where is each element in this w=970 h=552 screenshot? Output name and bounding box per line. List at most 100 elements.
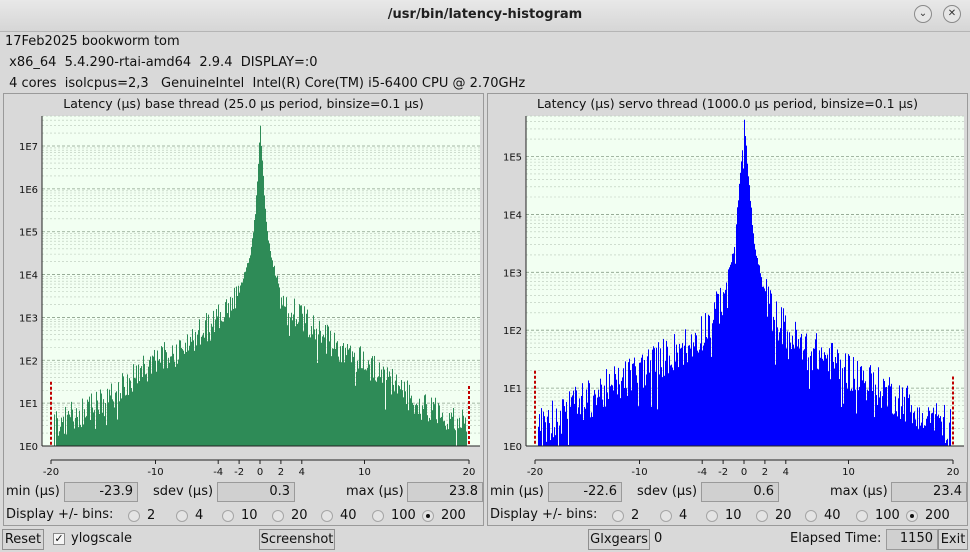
histogram-bar	[636, 375, 637, 446]
histogram-bar	[667, 346, 668, 446]
histogram-bar	[614, 366, 615, 446]
histogram-bar	[148, 366, 149, 446]
window-title: /usr/bin/latency-histogram	[387, 7, 583, 22]
radio-indicator	[706, 509, 718, 522]
histogram-bar	[70, 417, 71, 446]
histogram-bar	[432, 410, 433, 446]
histogram-bar	[121, 398, 122, 446]
histogram-bar	[682, 343, 683, 446]
histogram-bar	[406, 404, 407, 446]
histogram-bar	[449, 412, 450, 446]
histogram-bar	[757, 258, 758, 446]
histogram-bar	[575, 386, 576, 446]
histogram-bar	[124, 386, 125, 446]
histogram-bar	[566, 402, 567, 446]
histogram-bar	[896, 411, 897, 446]
bins-radio-10[interactable]: 10	[222, 508, 258, 523]
histogram-bar	[222, 321, 223, 446]
exit-button[interactable]: Exit	[938, 529, 968, 550]
histogram-bar	[686, 353, 687, 446]
histogram-bar	[685, 329, 686, 446]
histogram-bar	[421, 419, 422, 446]
histogram-bar	[287, 325, 288, 446]
bins-radio-4[interactable]: 4	[176, 508, 203, 523]
bins-radio-4[interactable]: 4	[660, 508, 687, 523]
glxgears-button[interactable]: Glxgears	[588, 529, 650, 550]
histogram-bar	[873, 372, 874, 446]
histogram-bar	[835, 357, 836, 446]
bins-radio-20[interactable]: 20	[756, 508, 792, 523]
bins-radio-2[interactable]: 2	[128, 508, 155, 523]
histogram-bar	[646, 374, 647, 446]
histogram-bar	[794, 348, 795, 446]
histogram-bar	[919, 407, 920, 446]
min-label: min (µs)	[490, 484, 544, 499]
histogram-bar	[343, 343, 344, 446]
reset-button[interactable]: Reset	[2, 529, 44, 550]
histogram-bar	[836, 363, 837, 446]
elapsed-time-label: Elapsed Time:	[790, 531, 882, 546]
histogram-bar	[949, 422, 950, 446]
radio-indicator	[906, 509, 918, 522]
bins-radio-2[interactable]: 2	[612, 508, 639, 523]
histogram-bar	[356, 371, 357, 446]
histogram-bar	[889, 377, 890, 446]
chevron-down-icon[interactable]: ⌄	[914, 5, 932, 23]
base-thread-panel: Latency (µs) base thread (25.0 µs period…	[3, 93, 484, 526]
histogram-bar	[201, 336, 202, 446]
histogram-bar	[147, 381, 148, 446]
y-tick-label: 1E1	[19, 399, 38, 410]
bins-radio-label: 10	[241, 508, 258, 523]
histogram-bar	[684, 345, 685, 446]
histogram-bar	[284, 306, 285, 446]
histogram-bar	[909, 394, 910, 446]
histogram-bar	[455, 430, 456, 446]
histogram-bar	[235, 308, 236, 446]
max-label: max (µs)	[346, 484, 404, 499]
bins-radio-200[interactable]: 200	[422, 508, 466, 523]
bins-radio-20[interactable]: 20	[272, 508, 308, 523]
ylogscale-checkbox[interactable]: ✓	[53, 532, 65, 545]
histogram-bar	[391, 394, 392, 446]
histogram-bar	[329, 341, 330, 446]
histogram-bar	[676, 344, 677, 446]
histogram-bar	[540, 430, 541, 446]
histogram-bar	[160, 362, 161, 446]
radio-indicator	[856, 509, 868, 522]
histogram-bar	[913, 412, 914, 446]
histogram-bar	[80, 424, 81, 446]
bins-radio-100[interactable]: 100	[372, 508, 416, 523]
histogram-bar	[664, 375, 665, 446]
screenshot-button[interactable]: Screenshot	[259, 529, 335, 550]
bins-radio-200[interactable]: 200	[906, 508, 950, 523]
histogram-bar	[228, 303, 229, 446]
histogram-bar	[561, 433, 562, 446]
bins-radio-40[interactable]: 40	[321, 508, 357, 523]
histogram-bar	[755, 249, 756, 446]
max-value: 23.8	[407, 482, 483, 502]
histogram-bar	[569, 391, 570, 446]
histogram-bar	[172, 345, 173, 446]
histogram-bar	[129, 378, 130, 446]
close-icon[interactable]: ✕	[943, 5, 961, 23]
histogram-bar	[122, 373, 123, 446]
histogram-bar	[716, 291, 717, 446]
histogram-bar	[429, 417, 430, 446]
histogram-bar	[738, 200, 739, 446]
histogram-bar	[904, 396, 905, 446]
histogram-bar	[854, 378, 855, 446]
bins-radio-100[interactable]: 100	[856, 508, 900, 523]
histogram-bar	[784, 321, 785, 446]
histogram-bar	[154, 349, 155, 446]
histogram-bar	[900, 418, 901, 446]
histogram-bar	[272, 260, 273, 446]
bins-radio-40[interactable]: 40	[805, 508, 841, 523]
bins-radio-10[interactable]: 10	[706, 508, 742, 523]
histogram-bar	[711, 356, 712, 446]
histogram-bar	[251, 246, 252, 446]
x-tick-label: 2	[278, 467, 284, 478]
histogram-bar	[99, 413, 100, 446]
histogram-bar	[405, 391, 406, 446]
histogram-bar	[254, 219, 255, 446]
histogram-bar	[538, 426, 539, 446]
